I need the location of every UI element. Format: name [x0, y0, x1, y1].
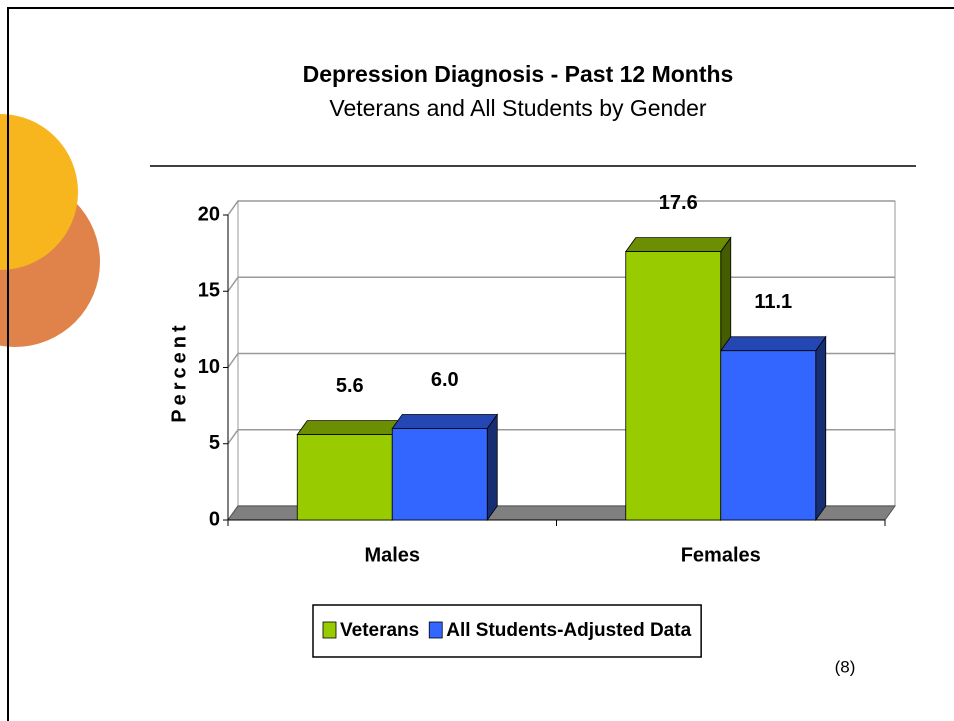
bar — [719, 335, 827, 522]
y-tick-label: 15 — [198, 280, 220, 302]
value-label: 11.1 — [754, 291, 792, 313]
y-tick-label: 0 — [209, 508, 220, 530]
bar-side — [815, 335, 827, 522]
y-tick-label: 20 — [198, 203, 220, 225]
legend-swatch — [428, 621, 443, 639]
bar-top — [296, 420, 404, 436]
bar-front — [296, 434, 393, 521]
x-tick-label: Males — [364, 544, 420, 566]
chart-title: Depression Diagnosis - Past 12 Months — [303, 61, 734, 87]
y-tick-label: 5 — [209, 432, 220, 454]
x-tick-label: Females — [681, 544, 761, 566]
annotation: (8) — [835, 657, 856, 676]
bar — [391, 413, 499, 522]
value-label: 6.0 — [431, 369, 459, 391]
legend-label: All Students-Adjusted Data — [446, 620, 691, 641]
legend-swatch — [322, 621, 337, 639]
grid-line — [227, 200, 895, 216]
bar — [624, 236, 732, 522]
legend-box — [312, 604, 702, 658]
value-label: 5.6 — [336, 375, 364, 397]
legend-label: Veterans — [340, 620, 419, 641]
y-tick-label: 10 — [198, 356, 220, 378]
bar — [296, 419, 404, 522]
slide-border — [7, 7, 954, 721]
bar-front — [720, 350, 817, 521]
decor-circle — [0, 114, 78, 270]
chart-subtitle: Veterans and All Students by Gender — [329, 95, 707, 121]
bar-front — [391, 428, 488, 521]
value-label: 17.6 — [659, 192, 698, 214]
bar-side — [486, 413, 498, 522]
bar-front — [625, 251, 722, 521]
bar-top — [719, 336, 827, 352]
y-axis-label: Percent — [168, 321, 190, 422]
bar-top — [391, 414, 499, 429]
bar-top — [624, 237, 732, 253]
